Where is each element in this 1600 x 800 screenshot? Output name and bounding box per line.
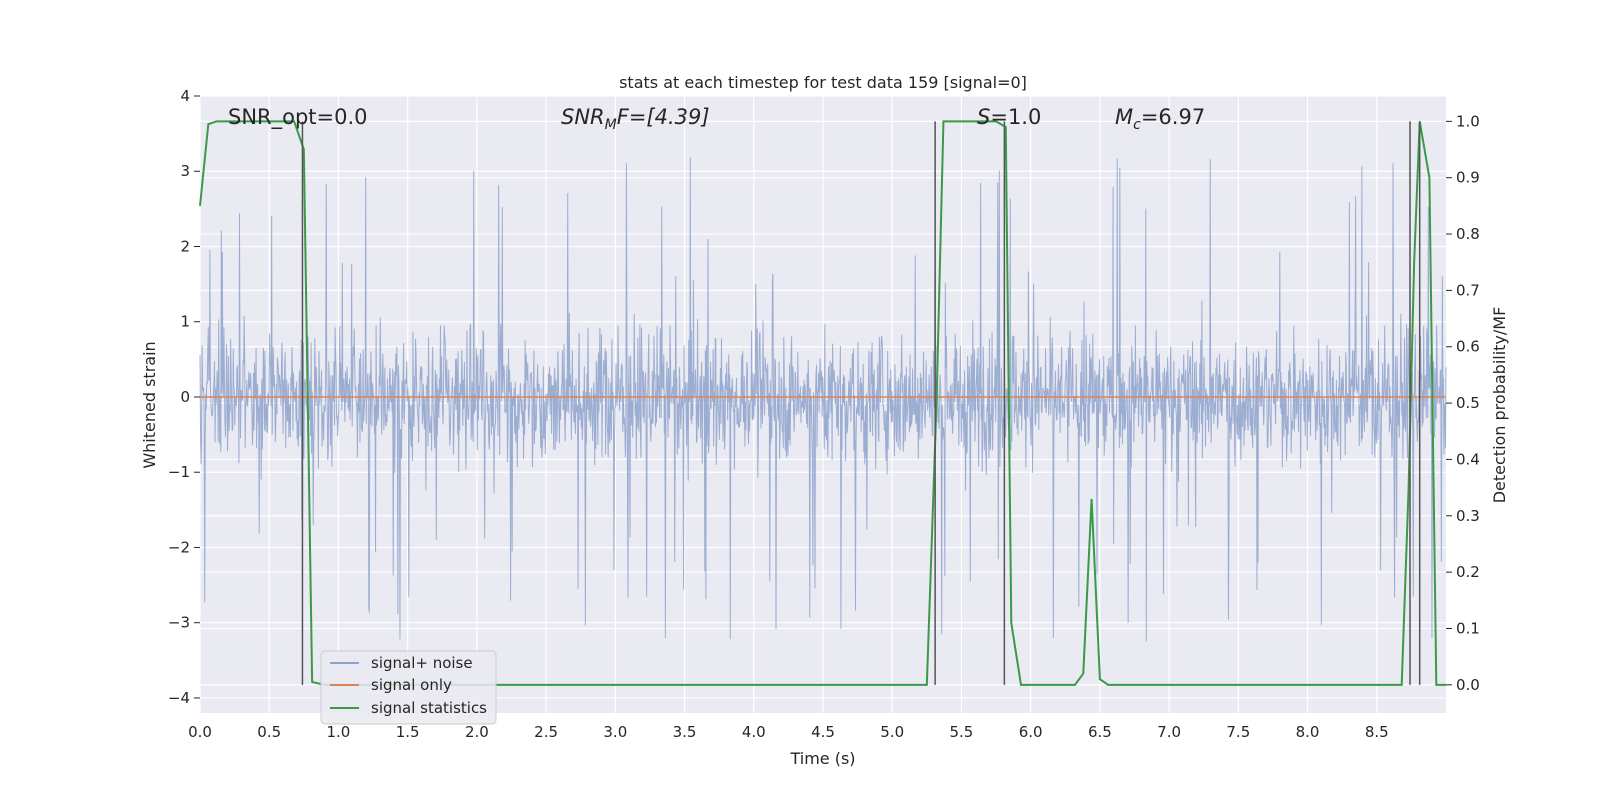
legend: signal+ noise signal only signal statist…	[320, 650, 497, 725]
line-series	[199, 120, 1446, 686]
x-tick-label: 2.0	[465, 723, 489, 741]
noise-series	[199, 157, 1447, 642]
series-signal-noise-line	[199, 157, 1447, 642]
x-tick-label: 4.0	[742, 723, 766, 741]
x-tick-label: 5.0	[880, 723, 904, 741]
annotation-mc: Mc=6.97	[1115, 105, 1205, 133]
y-tick-label-right: 0.0	[1456, 676, 1480, 694]
legend-label-stats: signal statistics	[371, 699, 487, 717]
x-tick-label: 6.5	[1088, 723, 1112, 741]
y-tick-label-right: 0.7	[1456, 281, 1480, 299]
y-tick-label-left: 4	[180, 87, 190, 105]
y-tick-label-left: −1	[168, 463, 190, 481]
chart-title: stats at each timestep for test data 159…	[619, 73, 1027, 92]
x-tick-label: 1.5	[396, 723, 420, 741]
x-tick-label: 7.0	[1157, 723, 1181, 741]
y-tick-label-right: 0.3	[1456, 507, 1480, 525]
x-tick-label: 3.0	[603, 723, 627, 741]
legend-box	[320, 650, 497, 725]
annotation-snr-mf-rest: F=[4.39]	[617, 105, 710, 129]
annotation-mc-rest: =6.97	[1141, 105, 1205, 129]
y-tick-label-right: 0.4	[1456, 450, 1480, 468]
x-tick-label: 4.5	[811, 723, 835, 741]
y-tick-label-right: 0.1	[1456, 619, 1480, 637]
x-tick-label: 2.5	[534, 723, 558, 741]
y-tick-label-left: 0	[180, 388, 190, 406]
vertical-markers	[301, 121, 1421, 685]
x-tick-label: 7.5	[1226, 723, 1250, 741]
annotation-snr-mf: SNRMF=[4.39]	[561, 105, 710, 133]
x-tick-label: 0.0	[188, 723, 212, 741]
x-tick-label: 0.5	[257, 723, 281, 741]
annotation-s: S=1.0	[977, 105, 1041, 129]
y-tick-label-left: −4	[168, 689, 190, 707]
annotation-snr-opt: SNR_opt=0.0	[228, 105, 368, 130]
y-tick-label-left: 3	[180, 162, 190, 180]
y-tick-label-right: 0.8	[1456, 225, 1480, 243]
y-tick-label-right: 0.6	[1456, 338, 1480, 356]
y-axis-label-left: Whitened strain	[140, 341, 159, 468]
x-tick-label: 8.0	[1296, 723, 1320, 741]
y-tick-label-left: −2	[168, 538, 190, 556]
annotation-mc-base: M	[1115, 105, 1133, 129]
annotation-snr-mf-base: SNR	[561, 105, 605, 129]
x-tick-label: 8.5	[1365, 723, 1389, 741]
y-tick-label-left: −3	[168, 614, 190, 632]
y-tick-label-right: 1.0	[1456, 112, 1480, 130]
x-tick-label: 1.0	[327, 723, 351, 741]
y-tick-label-left: 1	[180, 313, 190, 331]
y-tick-label-right: 0.2	[1456, 563, 1480, 581]
x-axis-label: Time (s)	[789, 749, 855, 768]
y-tick-label-right: 0.5	[1456, 394, 1480, 412]
x-tick-label: 6.0	[1019, 723, 1043, 741]
annotation-s-base: S	[977, 105, 990, 129]
annotation-snr-mf-sub: M	[605, 117, 617, 133]
legend-label-signal: signal only	[371, 676, 452, 694]
x-tick-label: 3.5	[673, 723, 697, 741]
grid	[199, 95, 1446, 713]
annotation-mc-sub: c	[1133, 117, 1141, 133]
y-tick-label-left: 2	[180, 237, 190, 255]
series-signal-statistics-line	[199, 120, 1446, 686]
y-tick-label-right: 0.9	[1456, 169, 1480, 187]
y-axis-label-right: Detection probability/MF	[1490, 307, 1509, 504]
legend-label-noise: signal+ noise	[371, 654, 473, 672]
x-tick-label: 5.5	[950, 723, 974, 741]
annotation-s-rest: =1.0	[990, 105, 1041, 129]
ticks: 0.0 0.5 1.0 1.5 2.0 2.5 3.0 3.5 4.0 4.5 5.0 5.5 6.0 6…	[168, 87, 1480, 741]
